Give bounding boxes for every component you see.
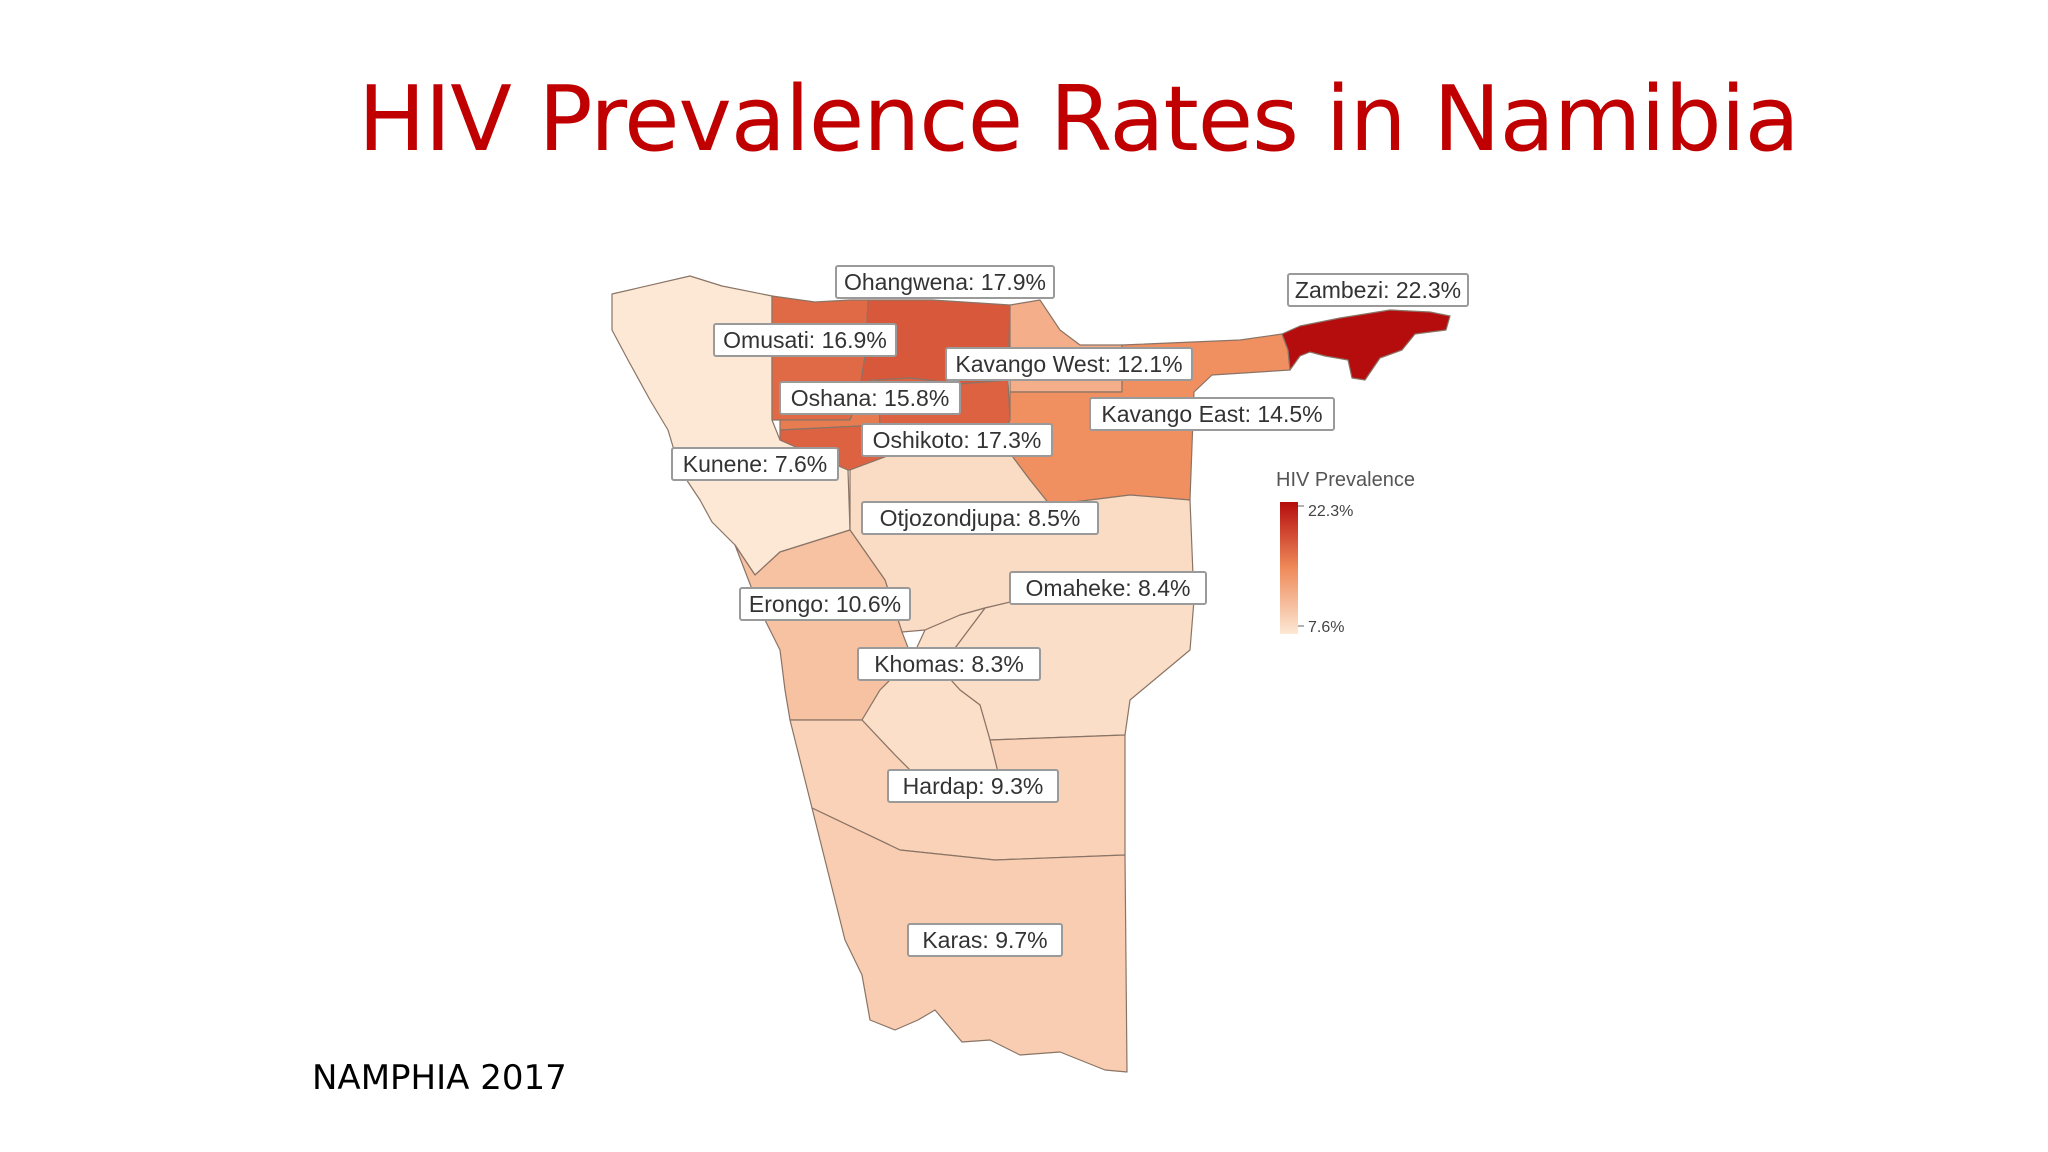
svg-text:Kavango West: 12.1%: Kavango West: 12.1% bbox=[955, 351, 1182, 377]
label-erongo: Erongo: 10.6% bbox=[739, 587, 911, 621]
labels-layer: Ohangwena: 17.9% Zambezi: 22.3% Omusati:… bbox=[671, 265, 1469, 957]
svg-text:Hardap: 9.3%: Hardap: 9.3% bbox=[903, 773, 1044, 799]
label-omusati: Omusati: 16.9% bbox=[713, 323, 897, 357]
label-kavango-east: Kavango East: 14.5% bbox=[1089, 397, 1335, 431]
svg-text:Oshana: 15.8%: Oshana: 15.8% bbox=[791, 385, 950, 411]
label-otjozondjupa: Otjozondjupa: 8.5% bbox=[861, 501, 1099, 535]
svg-text:Ohangwena: 17.9%: Ohangwena: 17.9% bbox=[844, 269, 1046, 295]
region-zambezi bbox=[1281, 309, 1451, 381]
label-oshikoto: Oshikoto: 17.3% bbox=[861, 423, 1053, 457]
svg-text:Kavango East: 14.5%: Kavango East: 14.5% bbox=[1101, 401, 1322, 427]
source-citation: NAMPHIA 2017 bbox=[312, 1058, 567, 1098]
svg-text:Omusati: 16.9%: Omusati: 16.9% bbox=[723, 327, 887, 353]
label-kunene: Kunene: 7.6% bbox=[671, 447, 839, 481]
svg-text:Karas: 9.7%: Karas: 9.7% bbox=[922, 927, 1047, 953]
label-oshana: Oshana: 15.8% bbox=[779, 381, 961, 415]
slide-title: HIV Prevalence Rates in Namibia bbox=[358, 67, 1800, 172]
label-kavango-west: Kavango West: 12.1% bbox=[945, 347, 1193, 381]
svg-text:Oshikoto: 17.3%: Oshikoto: 17.3% bbox=[873, 427, 1042, 453]
svg-text:Omaheke: 8.4%: Omaheke: 8.4% bbox=[1026, 575, 1191, 601]
label-khomas: Khomas: 8.3% bbox=[857, 647, 1041, 681]
label-zambezi: Zambezi: 22.3% bbox=[1287, 273, 1469, 307]
svg-text:Zambezi: 22.3%: Zambezi: 22.3% bbox=[1295, 277, 1461, 303]
legend-title: HIV Prevalence bbox=[1276, 469, 1415, 491]
svg-text:Khomas: 8.3%: Khomas: 8.3% bbox=[874, 651, 1024, 677]
svg-text:Kunene: 7.6%: Kunene: 7.6% bbox=[683, 451, 828, 477]
svg-text:Otjozondjupa: 8.5%: Otjozondjupa: 8.5% bbox=[880, 505, 1081, 531]
legend-color-bar bbox=[1280, 502, 1298, 634]
label-omaheke: Omaheke: 8.4% bbox=[1009, 571, 1207, 605]
label-ohangwena: Ohangwena: 17.9% bbox=[835, 265, 1055, 299]
legend-min-label: 7.6% bbox=[1308, 619, 1344, 636]
label-karas: Karas: 9.7% bbox=[907, 923, 1063, 957]
label-hardap: Hardap: 9.3% bbox=[887, 769, 1059, 803]
svg-text:Erongo: 10.6%: Erongo: 10.6% bbox=[749, 591, 901, 617]
legend-max-label: 22.3% bbox=[1308, 503, 1353, 520]
legend: HIV Prevalence 22.3% 7.6% bbox=[1276, 469, 1415, 636]
